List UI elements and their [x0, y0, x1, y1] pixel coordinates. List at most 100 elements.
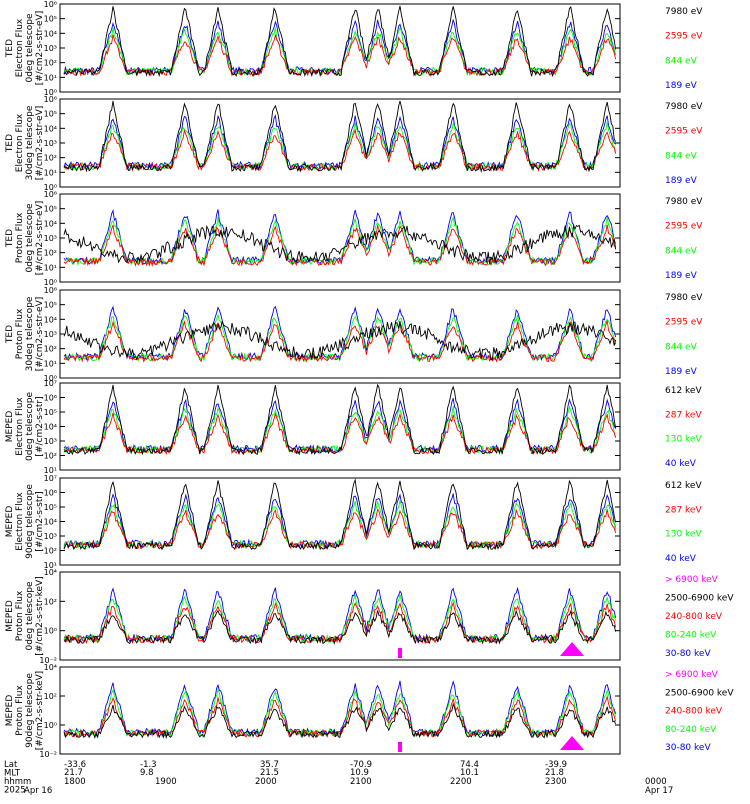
y-axis-label: [#/cm2-s-str-eV] — [35, 297, 45, 372]
y-axis-label: 30deg telescope — [25, 105, 35, 180]
series-line-black — [63, 702, 617, 740]
lat-tick-label: -33.6 — [64, 760, 86, 770]
series-line-blue — [63, 398, 617, 454]
legend-label: 7980 eV — [665, 197, 703, 207]
lat-tick-label: -70.9 — [350, 760, 372, 770]
series-line-black — [63, 100, 616, 173]
legend-label: 2595 eV — [665, 32, 703, 42]
time-tick-label: 2300 — [545, 777, 567, 787]
y-axis-label: 0deg telescope — [25, 581, 35, 651]
y-axis-label: MEPED — [5, 411, 15, 443]
legend-label: 40 keV — [665, 554, 697, 564]
panel-frame — [59, 3, 621, 93]
y-tick-label: 10⁴ — [44, 663, 57, 672]
series-line-blue — [63, 680, 617, 738]
y-tick-label: 10⁴ — [44, 423, 57, 432]
y-tick-label: 10² — [44, 597, 57, 606]
y-tick-label: 10⁵ — [44, 205, 57, 214]
y-axis-label: Electron Flux — [15, 397, 25, 456]
legend-label: 80-240 keV — [665, 631, 717, 641]
panel-frame — [59, 289, 621, 379]
legend-label: 2595 eV — [665, 222, 703, 232]
y-tick-label: 10⁶ — [44, 95, 57, 104]
legend-label: 844 eV — [665, 246, 698, 256]
panel-8: 10⁻² 10⁰ 10² 10⁴ MEPED Proton Flux 90deg teles… — [5, 663, 734, 759]
series-line-black — [63, 478, 617, 551]
panel-2: 10⁰ 10¹ 10² 10³ 10⁴ 10⁵ 10⁶ TED Electron Flux 30d… — [5, 95, 703, 192]
y-axis-label: [#/cm2-s-str-keV] — [35, 576, 45, 655]
y-tick-label: 10⁻² — [39, 750, 57, 759]
y-tick-label: 10¹ — [44, 359, 57, 368]
y-tick-label: 10⁰ — [44, 721, 57, 730]
date-label: Apr 16 — [24, 786, 52, 796]
y-tick-label: 10³ — [44, 330, 57, 339]
series-line-red — [63, 412, 617, 455]
y-tick-label: 10² — [44, 154, 57, 163]
lat-tick-label: -1.3 — [140, 760, 157, 770]
y-tick-label: 10² — [44, 692, 57, 701]
y-tick-label: 10⁴ — [44, 29, 57, 38]
mlt-tick-label: 10.9 — [350, 768, 369, 778]
y-axis-label: 30deg telescope — [25, 296, 35, 371]
y-axis-label: 0deg telescope — [25, 203, 35, 273]
x-row-label: hhmm — [4, 777, 31, 787]
series-line-black — [63, 383, 617, 456]
y-tick-label: 10⁴ — [44, 219, 57, 228]
y-tick-label: 10² — [44, 452, 57, 461]
series-line-red — [63, 224, 616, 268]
time-tick-label: 2200 — [450, 777, 472, 787]
legend-label: 612 keV — [665, 386, 702, 396]
time-tick-label: 2100 — [350, 777, 372, 787]
series-line-blue — [63, 114, 616, 171]
y-tick-label: 10⁶ — [44, 286, 57, 295]
y-axis-label: MEPED — [5, 506, 15, 538]
y-tick-label: 10³ — [44, 44, 57, 53]
y-tick-label: 10² — [44, 345, 57, 354]
series-line-blue — [63, 19, 617, 76]
legend-label: 130 keV — [665, 530, 702, 540]
panel-frame — [59, 98, 621, 188]
legend-label: > 6900 keV — [665, 575, 719, 585]
mlt-tick-label: 9.8 — [140, 768, 154, 778]
y-axis-label: TED — [5, 134, 15, 153]
lat-tick-label: 74.4 — [460, 760, 479, 770]
y-tick-label: 10¹ — [44, 263, 57, 272]
series-line-blue — [63, 493, 617, 549]
y-tick-label: 10² — [44, 249, 57, 258]
legend-label: 240-800 keV — [665, 707, 723, 717]
y-axis-label: [#/cm2-s-str-eV] — [35, 201, 45, 276]
y-tick-label: 10⁷ — [44, 379, 57, 388]
y-tick-label: 10⁵ — [44, 503, 57, 512]
series-line-green — [63, 405, 617, 455]
legend-label: 80-240 keV — [665, 725, 717, 735]
y-tick-label: 10⁶ — [44, 394, 57, 403]
y-tick-label: 10⁶ — [44, 489, 57, 498]
time-tick-label: 0000 — [645, 777, 667, 787]
y-axis-label: 0deg telescope — [25, 392, 35, 462]
mlt-tick-label: 10.1 — [460, 768, 479, 778]
y-axis-label: MEPED — [5, 695, 15, 727]
y-axis-label: Proton Flux — [15, 308, 25, 359]
y-tick-label: 10⁻² — [39, 656, 57, 665]
y-axis-label: Proton Flux — [15, 590, 25, 641]
series-line-blue — [63, 586, 617, 643]
time-tick-label: 2000 — [255, 777, 277, 787]
legend-label: 287 keV — [665, 410, 702, 420]
legend-label: 2595 eV — [665, 127, 703, 137]
time-tick-label: 1900 — [155, 777, 177, 787]
panel-1: 10⁰ 10¹ 10² 10³ 10⁴ 10⁵ 10⁶ TED Electron Flux 0de… — [5, 0, 703, 97]
series-point-magenta — [560, 642, 584, 656]
legend-label: 30-80 keV — [665, 743, 711, 753]
series-line-red — [63, 128, 617, 172]
lat-tick-label: -39.9 — [545, 760, 567, 770]
series-line-black — [63, 224, 617, 264]
legend-label: 844 eV — [665, 342, 698, 352]
legend-label: 2500-6900 keV — [665, 594, 734, 604]
panel-3: 10⁰ 10¹ 10² 10³ 10⁴ 10⁵ 10⁶ TED Proton Flux 0deg … — [5, 190, 703, 287]
x-row-label: 2025 — [4, 786, 26, 796]
legend-label: 189 eV — [665, 81, 698, 91]
legend-label: 7980 eV — [665, 293, 703, 303]
y-tick-label: 10⁰ — [44, 374, 57, 383]
legend-label: 844 eV — [665, 56, 698, 66]
